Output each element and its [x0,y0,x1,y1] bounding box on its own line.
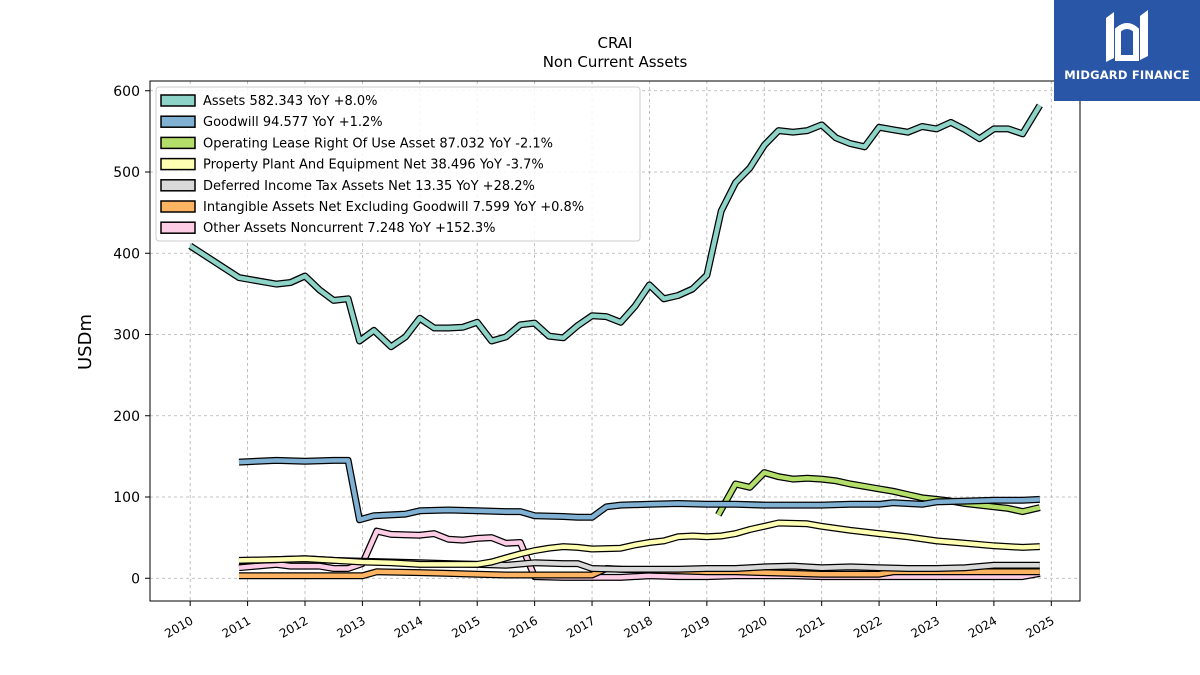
x-tick-label: 2020 [736,613,769,640]
x-tick-label: 2011 [220,613,253,640]
legend-item: Assets 582.343 YoY +8.0% [160,94,378,109]
x-tick-label: 2021 [794,613,827,640]
y-tick-label: 600 [113,84,140,100]
legend-label: Goodwill 94.577 YoY +1.2% [203,115,383,130]
x-tick-label: 2015 [449,613,482,640]
series-assets [188,103,1043,351]
y-tick-label: 400 [113,246,140,262]
legend-swatch [160,221,196,234]
legend-swatch [160,94,196,107]
y-tick-label: 100 [113,490,140,506]
legend-item: Goodwill 94.577 YoY +1.2% [160,115,383,130]
legend-label: Property Plant And Equipment Net 38.496 … [203,158,544,173]
brand-logo: MIDGARD FINANCE [1054,0,1200,101]
chart-subtitle: Non Current Assets [543,53,688,71]
legend-item: Intangible Assets Net Excluding Goodwill… [160,200,584,215]
brand-name: MIDGARD FINANCE [1064,68,1190,82]
legend-label: Operating Lease Right Of Use Asset 87.03… [203,136,553,151]
logo-mark-icon [1106,10,1148,62]
series-goodwill [238,456,1040,524]
y-tick-label: 500 [113,165,140,181]
legend-swatch [160,136,196,150]
x-tick-label: 2025 [1023,613,1056,640]
legend-label: Other Assets Noncurrent 7.248 YoY +152.3… [203,221,495,236]
series-property-plant-and-equipment-net [238,519,1040,568]
series-line [188,104,1042,349]
y-axis-label: USDm [75,314,96,370]
x-tick-label: 2023 [909,613,942,640]
x-tick-label: 2024 [966,613,999,640]
legend-label: Assets 582.343 YoY +8.0% [203,94,378,109]
y-tick-label: 200 [113,409,140,425]
x-tick-label: 2019 [679,613,712,640]
legend-item: Operating Lease Right Of Use Asset 87.03… [160,136,553,151]
series-operating-lease-right-of-use-asset [715,469,1041,517]
legend-label: Intangible Assets Net Excluding Goodwill… [203,200,584,215]
legend-item: Deferred Income Tax Assets Net 13.35 YoY… [160,179,535,194]
legend-swatch [160,157,196,171]
x-tick-label: 2022 [851,613,884,640]
x-tick-label: 2014 [392,613,425,640]
plot-frame [149,80,1081,602]
x-tick-label: 2010 [162,613,195,640]
y-tick-label: 300 [113,328,140,344]
y-tick-label: 0 [131,571,140,587]
x-tick-label: 2018 [621,613,654,640]
x-tick-label: 2012 [277,613,310,640]
series-line [238,458,1040,523]
series-line [716,470,1041,516]
x-tick-label: 2016 [507,613,540,640]
legend-label: Deferred Income Tax Assets Net 13.35 YoY… [203,179,535,194]
legend-swatch [160,200,196,213]
x-tick-label: 2017 [564,613,597,640]
legend-item: Other Assets Noncurrent 7.248 YoY +152.3… [160,221,495,236]
legend-swatch [160,115,196,128]
series-line [238,520,1040,567]
series-lines [188,103,1043,581]
legend-box [155,86,641,242]
x-tick-label: 2013 [334,613,367,640]
legend: Assets 582.343 YoY +8.0% Goodwill 94.577 … [155,86,641,242]
chart-title: CRAI [598,34,633,52]
legend-swatch [160,179,196,192]
legend-item: Property Plant And Equipment Net 38.496 … [160,157,544,173]
